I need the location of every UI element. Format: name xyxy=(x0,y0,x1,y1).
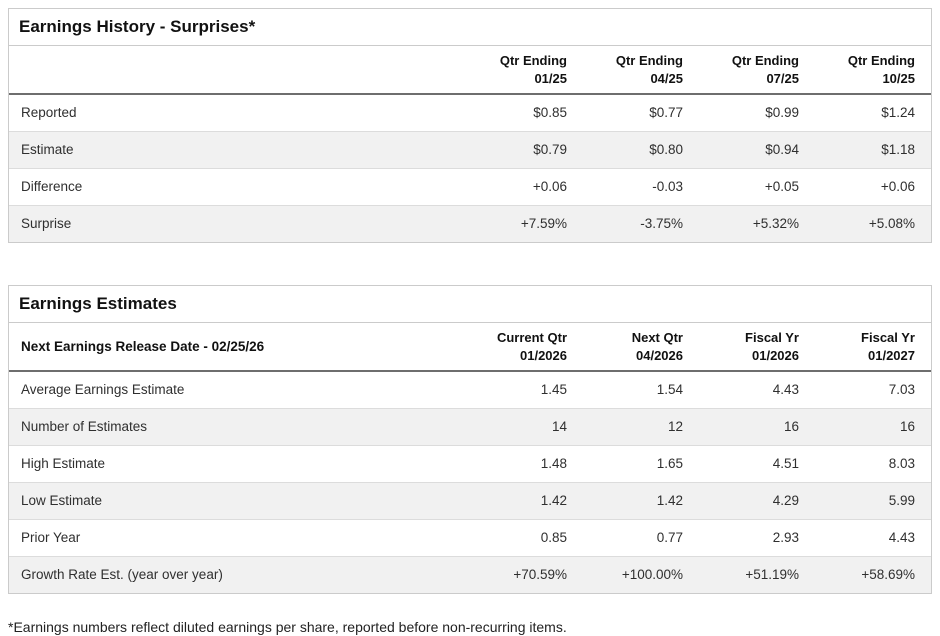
row-label: Estimate xyxy=(21,142,74,158)
cell-value: 16 xyxy=(899,419,915,435)
table-row: Number of Estimates 14 12 16 16 xyxy=(9,408,931,446)
cell-value: +5.08% xyxy=(868,216,915,232)
column-header: Fiscal Yr 01/2026 xyxy=(745,330,799,363)
cell-value: 1.45 xyxy=(540,382,567,398)
cell-value: 0.85 xyxy=(540,530,567,546)
cell-value: +0.05 xyxy=(764,179,799,195)
cell-value: $1.18 xyxy=(881,142,915,158)
cell-value: 1.42 xyxy=(540,493,567,509)
cell-value: 4.43 xyxy=(888,530,915,546)
cell-value: $0.85 xyxy=(533,105,567,121)
cell-value: 1.48 xyxy=(540,456,567,472)
cell-value: +7.59% xyxy=(520,216,567,232)
cell-value: 1.42 xyxy=(656,493,683,509)
row-label: Difference xyxy=(21,179,83,195)
next-earnings-release-date-label: Next Earnings Release Date - 02/25/26 xyxy=(21,339,265,355)
cell-value: 7.03 xyxy=(888,382,915,398)
table-row: Growth Rate Est. (year over year) +70.59%… xyxy=(9,556,931,594)
cell-value: -3.75% xyxy=(640,216,683,232)
row-label: Prior Year xyxy=(21,530,81,546)
cell-value: 4.51 xyxy=(772,456,799,472)
row-label: High Estimate xyxy=(21,456,106,472)
column-header: Current Qtr 01/2026 xyxy=(496,330,567,363)
table-row: Average Earnings Estimate 1.45 1.54 4.43 7.0… xyxy=(9,371,931,409)
table-row: Estimate $0.79 $0.80 $0.94 $1.18 xyxy=(9,131,931,169)
cell-value: 1.54 xyxy=(656,382,683,398)
estimates-column-header-row: Next Earnings Release Date - 02/25/26 Cu… xyxy=(9,323,931,372)
cell-value: 2.93 xyxy=(772,530,799,546)
row-label: Growth Rate Est. (year over year) xyxy=(21,567,223,583)
earnings-history-surprises-panel: Earnings History - Surprises* Qtr Ending… xyxy=(8,8,932,244)
cell-value: 12 xyxy=(667,419,683,435)
cell-value: -0.03 xyxy=(652,179,683,195)
row-label: Average Earnings Estimate xyxy=(21,382,185,398)
cell-value: +0.06 xyxy=(532,179,567,195)
cell-value: 1.65 xyxy=(656,456,683,472)
cell-value: $0.99 xyxy=(765,105,799,121)
table-row: Prior Year 0.85 0.77 2.93 4.43 xyxy=(9,519,931,557)
cell-value: +0.06 xyxy=(880,179,915,195)
earnings-footnote: *Earnings numbers reflect diluted earnin… xyxy=(8,619,567,636)
cell-value: 14 xyxy=(551,419,567,435)
surprises-table: Qtr Ending 01/25 Qtr Ending 04/25 Qtr Ending… xyxy=(9,46,931,243)
column-header: Next Qtr 04/2026 xyxy=(631,330,683,363)
cell-value: 0.77 xyxy=(656,530,683,546)
row-label: Low Estimate xyxy=(21,493,103,509)
cell-value: +5.32% xyxy=(752,216,799,232)
table-row: High Estimate 1.48 1.65 4.51 8.03 xyxy=(9,445,931,483)
cell-value: $0.80 xyxy=(649,142,683,158)
estimates-table: Next Earnings Release Date - 02/25/26 Cu… xyxy=(9,323,931,594)
cell-value: $0.77 xyxy=(649,105,683,121)
column-header: Fiscal Yr 01/2027 xyxy=(861,330,915,363)
row-label: Number of Estimates xyxy=(21,419,148,435)
table-row: Reported $0.85 $0.77 $0.99 $1.24 xyxy=(9,94,931,132)
cell-value: 8.03 xyxy=(888,456,915,472)
cell-value: +100.00% xyxy=(621,567,683,583)
table-row: Low Estimate 1.42 1.42 4.29 5.99 xyxy=(9,482,931,520)
table-row: Difference +0.06 -0.03 +0.05 +0.06 xyxy=(9,168,931,206)
column-header: Qtr Ending 01/25 xyxy=(499,53,567,86)
cell-value: +51.19% xyxy=(745,567,799,583)
column-header: Qtr Ending 10/25 xyxy=(847,53,915,86)
cell-value: 5.99 xyxy=(888,493,915,509)
cell-value: 4.43 xyxy=(772,382,799,398)
earnings-estimates-panel: Earnings Estimates Next Earnings Release… xyxy=(8,285,932,595)
cell-value: $0.94 xyxy=(765,142,799,158)
table-row: Surprise +7.59% -3.75% +5.32% +5.08% xyxy=(9,205,931,243)
surprises-column-header-row: Qtr Ending 01/25 Qtr Ending 04/25 Qtr Ending… xyxy=(9,46,931,95)
cell-value: +58.69% xyxy=(861,567,915,583)
cell-value: $1.24 xyxy=(881,105,915,121)
column-header: Qtr Ending 07/25 xyxy=(731,53,799,86)
surprises-header-label xyxy=(9,46,467,94)
cell-value: 4.29 xyxy=(772,493,799,509)
surprises-panel-title: Earnings History - Surprises* xyxy=(9,9,931,46)
cell-value: +70.59% xyxy=(513,567,567,583)
cell-value: $0.79 xyxy=(533,142,567,158)
column-header: Qtr Ending 04/25 xyxy=(615,53,683,86)
estimates-panel-title: Earnings Estimates xyxy=(9,286,931,324)
cell-value: 16 xyxy=(783,419,799,435)
row-label: Surprise xyxy=(21,216,72,232)
row-label: Reported xyxy=(21,105,77,121)
